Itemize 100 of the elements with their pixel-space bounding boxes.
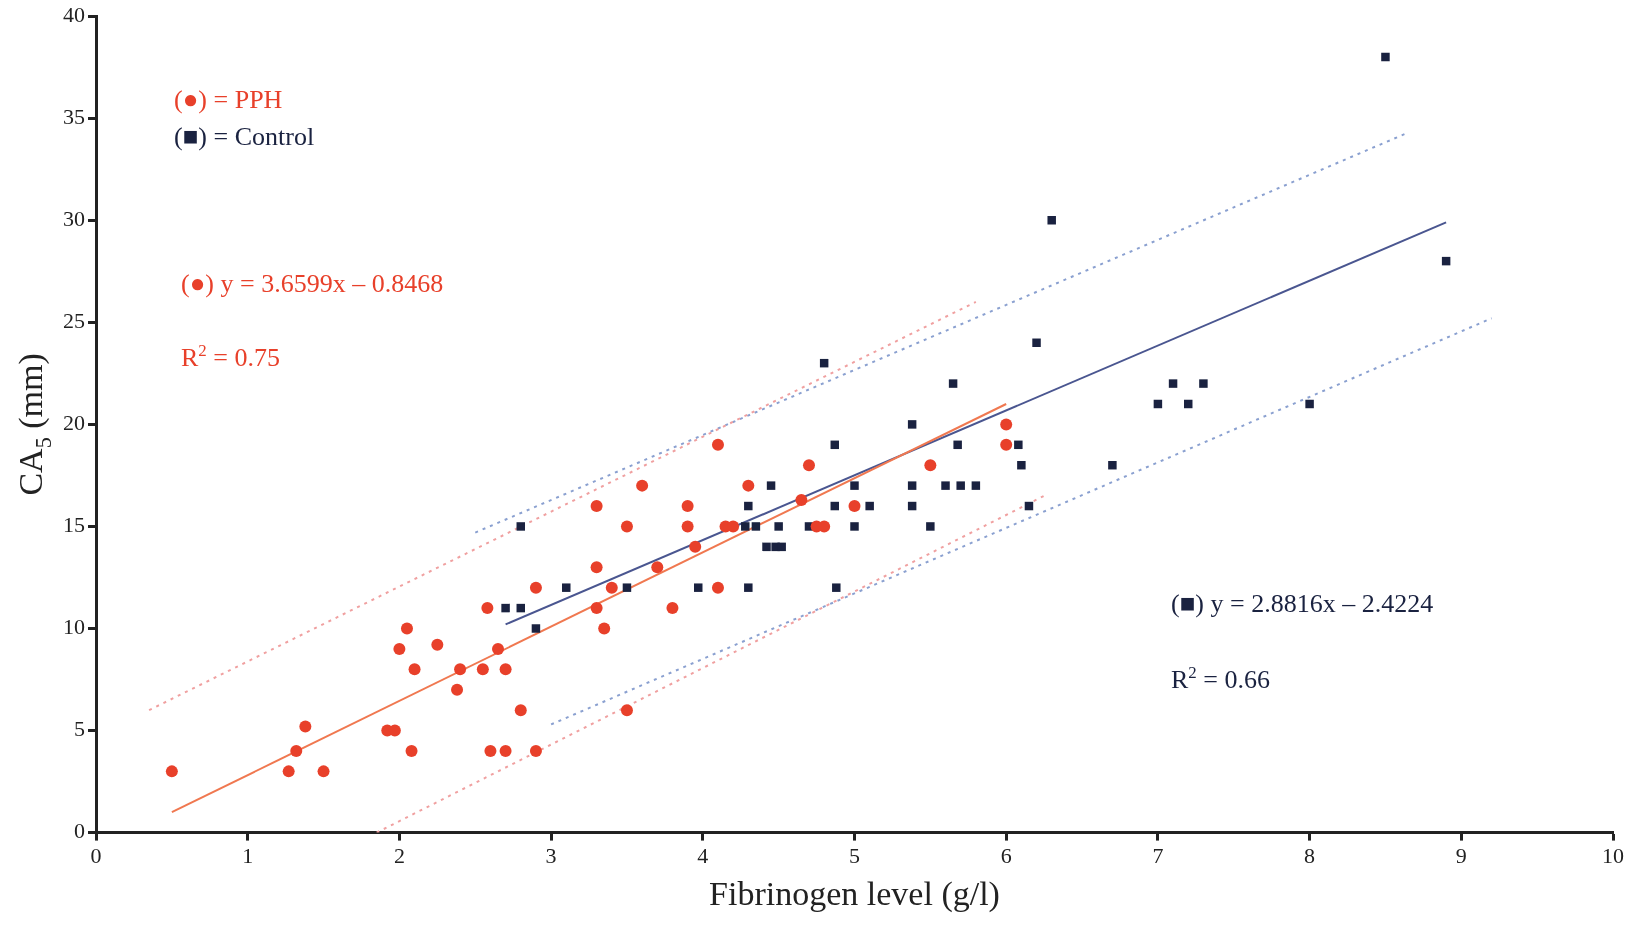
x-tick-label: 9 bbox=[1455, 842, 1467, 868]
point bbox=[694, 583, 703, 592]
point bbox=[681, 520, 694, 533]
point bbox=[499, 663, 512, 676]
point bbox=[651, 561, 664, 574]
annotation: (●) y = 3.6599x – 0.8468 bbox=[181, 269, 444, 298]
point bbox=[529, 581, 542, 594]
point bbox=[481, 602, 494, 615]
point bbox=[562, 583, 571, 592]
x-tick-label: 1 bbox=[242, 842, 254, 868]
point bbox=[953, 440, 962, 450]
y-axis-title: CA5 (mm) bbox=[12, 353, 56, 496]
x-tick-label: 3 bbox=[545, 842, 557, 868]
y-tick-label: 25 bbox=[63, 308, 85, 334]
point bbox=[516, 522, 525, 531]
annotation: (■) y = 2.8816x – 2.4224 bbox=[1171, 589, 1434, 618]
x-tick-label: 2 bbox=[393, 842, 405, 868]
point bbox=[848, 500, 861, 513]
x-axis-title: Fibrinogen level (g/l) bbox=[709, 875, 1000, 913]
point bbox=[1017, 460, 1026, 470]
point bbox=[451, 683, 464, 696]
annotation: (●) = PPH bbox=[174, 85, 283, 114]
point bbox=[689, 540, 702, 553]
point bbox=[865, 501, 874, 511]
y-tick-label: 15 bbox=[63, 512, 85, 538]
point bbox=[1108, 460, 1117, 470]
point bbox=[299, 720, 312, 733]
point bbox=[774, 522, 783, 531]
point bbox=[514, 704, 527, 717]
point bbox=[590, 500, 603, 513]
x-tick-label: 4 bbox=[697, 842, 709, 868]
point bbox=[590, 602, 603, 615]
point bbox=[492, 642, 505, 655]
x-tick-label: 0 bbox=[90, 842, 102, 868]
point bbox=[501, 603, 510, 613]
point bbox=[742, 479, 755, 492]
point bbox=[290, 744, 303, 757]
x-tick-label: 10 bbox=[1602, 842, 1624, 868]
point bbox=[1305, 399, 1314, 409]
point bbox=[282, 765, 295, 778]
y-tick-label: 10 bbox=[63, 614, 85, 640]
point bbox=[1000, 438, 1013, 451]
y-tick-label: 20 bbox=[63, 410, 85, 436]
point bbox=[1047, 216, 1056, 225]
point bbox=[941, 481, 950, 490]
point bbox=[1199, 379, 1208, 388]
point bbox=[499, 744, 512, 757]
point bbox=[590, 561, 603, 574]
point bbox=[777, 542, 786, 552]
point bbox=[598, 622, 611, 635]
y-tick-label: 30 bbox=[63, 206, 85, 232]
point bbox=[924, 459, 937, 472]
x-tick-label: 8 bbox=[1304, 842, 1316, 868]
point bbox=[620, 704, 633, 717]
point bbox=[948, 379, 958, 388]
point bbox=[393, 642, 406, 655]
point bbox=[484, 744, 497, 757]
point bbox=[454, 663, 467, 676]
annotation: (■) = Control bbox=[174, 122, 315, 151]
point bbox=[400, 622, 413, 635]
point bbox=[907, 420, 917, 429]
point bbox=[744, 583, 753, 592]
point bbox=[620, 520, 633, 533]
point bbox=[832, 583, 841, 592]
x-tick-label: 6 bbox=[1000, 842, 1012, 868]
point bbox=[405, 744, 418, 757]
point bbox=[531, 624, 541, 633]
point bbox=[762, 542, 771, 552]
point bbox=[1168, 379, 1178, 388]
point bbox=[802, 459, 815, 472]
point bbox=[476, 663, 489, 676]
point bbox=[1032, 338, 1041, 347]
y-tick-label: 40 bbox=[63, 1, 85, 27]
point bbox=[926, 522, 935, 531]
x-tick-label: 5 bbox=[849, 842, 860, 868]
point bbox=[165, 765, 178, 778]
y-tick-label: 5 bbox=[74, 716, 85, 742]
point bbox=[1014, 440, 1023, 450]
point bbox=[1381, 52, 1390, 62]
point bbox=[636, 479, 649, 492]
point bbox=[605, 581, 618, 594]
point bbox=[622, 583, 632, 592]
point bbox=[666, 602, 679, 615]
point bbox=[408, 663, 421, 676]
point bbox=[431, 638, 444, 651]
point bbox=[795, 493, 808, 506]
point bbox=[850, 522, 859, 531]
point bbox=[956, 481, 965, 490]
point bbox=[751, 522, 761, 531]
point bbox=[711, 581, 724, 594]
point bbox=[744, 501, 753, 511]
point bbox=[766, 481, 776, 490]
point bbox=[1000, 418, 1013, 431]
point bbox=[850, 481, 859, 490]
y-tick-label: 0 bbox=[74, 818, 85, 844]
point bbox=[971, 481, 981, 490]
point bbox=[711, 438, 724, 451]
point bbox=[907, 481, 917, 490]
point bbox=[529, 744, 542, 757]
x-tick-label: 7 bbox=[1152, 842, 1164, 868]
